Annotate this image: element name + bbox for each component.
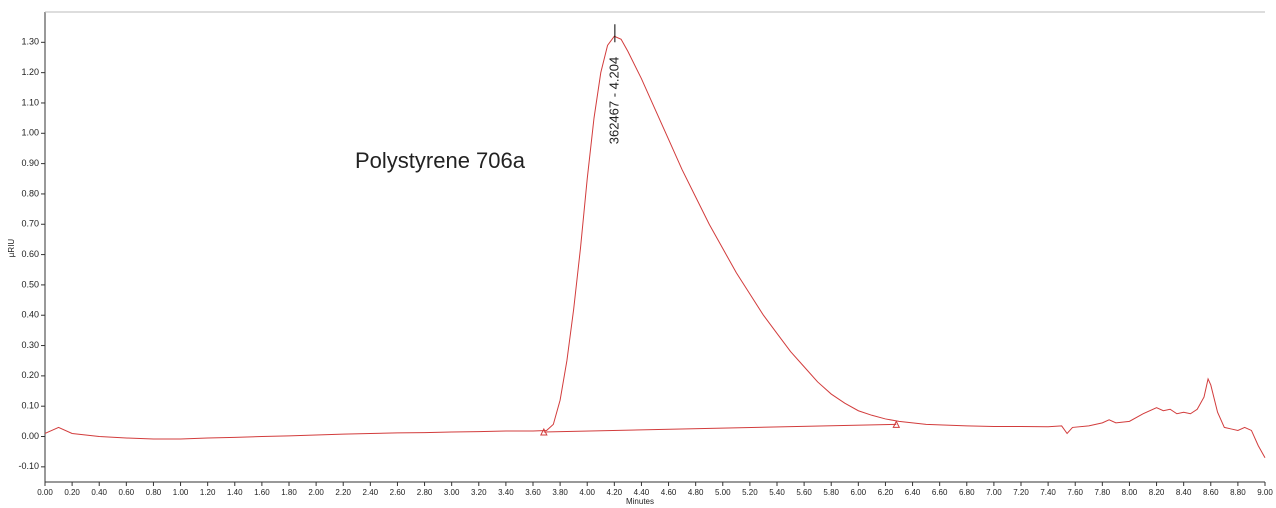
x-tick-label: 2.00 (308, 488, 324, 497)
x-tick-label: 6.20 (878, 488, 894, 497)
x-tick-label: 5.00 (715, 488, 731, 497)
y-tick-label: 1.30 (21, 37, 39, 47)
x-tick-label: 4.60 (661, 488, 677, 497)
baseline (543, 423, 897, 433)
x-tick-label: 9.00 (1257, 488, 1273, 497)
y-tick-label: 0.00 (21, 431, 39, 441)
y-tick-label: -0.10 (18, 461, 39, 471)
x-tick-label: 5.40 (769, 488, 785, 497)
x-tick-label: 1.00 (173, 488, 189, 497)
x-tick-label: 2.40 (363, 488, 379, 497)
x-tick-label: 0.60 (119, 488, 135, 497)
x-tick-label: 8.80 (1230, 488, 1246, 497)
x-tick-label: 6.80 (959, 488, 975, 497)
x-tick-label: 3.60 (525, 488, 541, 497)
x-tick-label: 4.80 (688, 488, 704, 497)
y-tick-label: 0.40 (21, 310, 39, 320)
x-tick-label: 6.60 (932, 488, 948, 497)
x-tick-label: 4.40 (634, 488, 650, 497)
x-tick-label: 7.80 (1095, 488, 1111, 497)
x-tick-label: 0.00 (37, 488, 53, 497)
x-tick-label: 8.00 (1122, 488, 1138, 497)
x-tick-label: 1.60 (254, 488, 270, 497)
x-tick-label: 7.00 (986, 488, 1002, 497)
x-tick-label: 8.40 (1176, 488, 1192, 497)
x-tick-label: 7.40 (1040, 488, 1056, 497)
x-tick-label: 5.60 (796, 488, 812, 497)
x-tick-label: 1.20 (200, 488, 216, 497)
x-tick-label: 4.00 (579, 488, 595, 497)
y-tick-label: 0.20 (21, 370, 39, 380)
x-tick-label: 1.80 (281, 488, 297, 497)
x-tick-label: 6.40 (905, 488, 921, 497)
x-tick-label: 7.60 (1067, 488, 1083, 497)
x-tick-label: 3.80 (552, 488, 568, 497)
y-tick-label: 0.80 (21, 188, 39, 198)
x-tick-label: 3.20 (471, 488, 487, 497)
baseline-marker (540, 427, 548, 436)
x-tick-label: 8.60 (1203, 488, 1219, 497)
baseline-marker (892, 420, 901, 428)
annotation: Polystyrene 706a (355, 148, 526, 173)
y-tick-label: 1.20 (21, 67, 39, 77)
y-tick-label: 0.50 (21, 279, 39, 289)
x-tick-label: 1.40 (227, 488, 243, 497)
x-tick-label: 5.80 (823, 488, 839, 497)
x-tick-label: 7.20 (1013, 488, 1029, 497)
x-axis-label: Minutes (626, 497, 654, 506)
x-tick-label: 6.00 (851, 488, 867, 497)
x-tick-label: 2.20 (335, 488, 351, 497)
y-tick-label: 1.10 (21, 97, 39, 107)
x-tick-label: 3.00 (444, 488, 460, 497)
y-tick-label: 0.10 (21, 401, 39, 411)
y-tick-label: 0.60 (21, 249, 39, 259)
y-tick-label: 0.30 (21, 340, 39, 350)
x-tick-label: 5.20 (742, 488, 758, 497)
x-tick-label: 3.40 (498, 488, 514, 497)
x-tick-label: 2.60 (390, 488, 406, 497)
y-tick-label: 0.70 (21, 219, 39, 229)
x-tick-label: 0.40 (91, 488, 107, 497)
peak-label: 362467 - 4.204 (606, 57, 621, 144)
x-tick-label: 8.20 (1149, 488, 1165, 497)
x-tick-label: 2.80 (417, 488, 433, 497)
y-axis-label: µRIU (7, 239, 16, 258)
y-tick-label: 0.90 (21, 158, 39, 168)
x-tick-label: 0.80 (146, 488, 162, 497)
x-tick-label: 4.20 (607, 488, 623, 497)
y-tick-label: 1.00 (21, 128, 39, 138)
line (44, 35, 1266, 458)
x-tick-label: 0.20 (64, 488, 80, 497)
